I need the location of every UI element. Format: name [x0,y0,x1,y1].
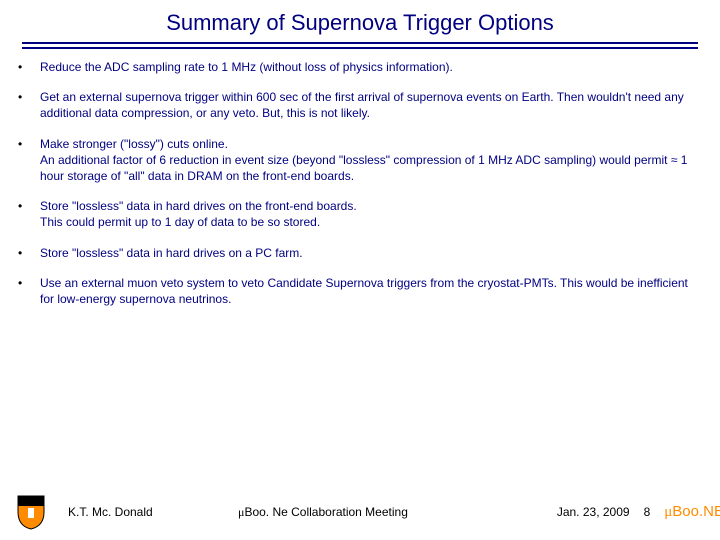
author-name: K.T. Mc. Donald [68,505,198,519]
page-title: Summary of Supernova Trigger Options [0,0,720,42]
bullet-list: • Reduce the ADC sampling rate to 1 MHz … [0,59,720,307]
bullet-icon: • [18,136,40,185]
bullet-text: Make stronger ("lossy") cuts online.An a… [40,136,702,185]
list-item: • Get an external supernova trigger with… [18,89,702,121]
list-item: • Reduce the ADC sampling rate to 1 MHz … [18,59,702,75]
list-item: • Store "lossless" data in hard drives o… [18,245,702,261]
bullet-text: Store "lossless" data in hard drives on … [40,198,702,230]
bullet-icon: • [18,275,40,307]
logo-text: Boo.NE [672,503,720,520]
bullet-text: Reduce the ADC sampling rate to 1 MHz (w… [40,59,702,75]
page-number: 8 [644,505,651,519]
title-underline [22,42,698,49]
bullet-text: Get an external supernova trigger within… [40,89,702,121]
list-item: • Use an external muon veto system to ve… [18,275,702,307]
footer: K.T. Mc. Donald μBoo. Ne Collaboration M… [0,494,720,530]
list-item: • Make stronger ("lossy") cuts online.An… [18,136,702,185]
bullet-icon: • [18,89,40,121]
princeton-shield-icon [6,494,56,530]
bullet-text: Use an external muon veto system to veto… [40,275,702,307]
bullet-icon: • [18,59,40,75]
bullet-text: Store "lossless" data in hard drives on … [40,245,702,261]
microboone-logo: μBoo.NE [664,503,720,521]
bullet-icon: • [18,245,40,261]
list-item: • Store "lossless" data in hard drives o… [18,198,702,230]
meeting-text: Boo. Ne Collaboration Meeting [244,505,407,519]
meeting-name: μBoo. Ne Collaboration Meeting [238,505,408,520]
bullet-icon: • [18,198,40,230]
date-text: Jan. 23, 2009 [557,505,630,519]
